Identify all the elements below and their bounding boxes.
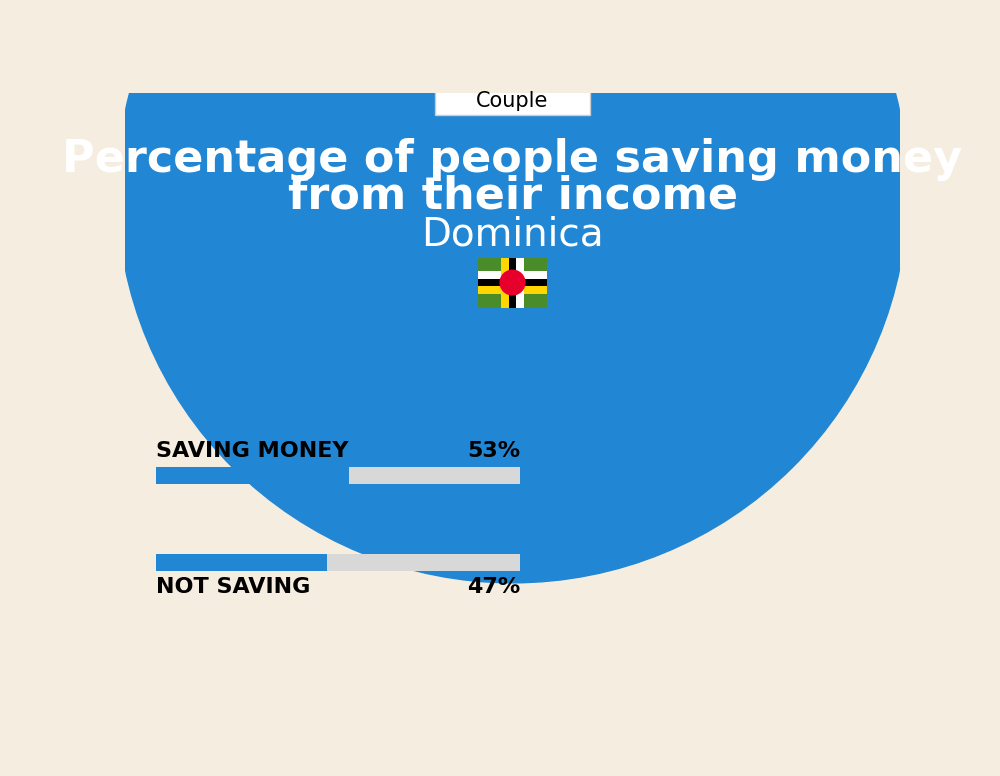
Text: Percentage of people saving money: Percentage of people saving money — [62, 138, 963, 181]
FancyBboxPatch shape — [435, 87, 590, 115]
Circle shape — [500, 270, 525, 295]
Text: Dominica: Dominica — [421, 216, 604, 254]
FancyBboxPatch shape — [478, 258, 547, 307]
FancyBboxPatch shape — [156, 554, 520, 571]
Text: 47%: 47% — [467, 577, 520, 598]
FancyBboxPatch shape — [478, 279, 547, 286]
Text: 53%: 53% — [467, 442, 520, 461]
FancyBboxPatch shape — [478, 286, 547, 294]
FancyBboxPatch shape — [509, 258, 516, 307]
FancyBboxPatch shape — [478, 271, 547, 279]
FancyBboxPatch shape — [516, 258, 524, 307]
FancyBboxPatch shape — [156, 467, 520, 484]
FancyBboxPatch shape — [156, 554, 327, 571]
Text: from their income: from their income — [288, 174, 738, 217]
Circle shape — [117, 0, 908, 583]
FancyBboxPatch shape — [501, 258, 509, 307]
FancyBboxPatch shape — [156, 467, 349, 484]
Text: Couple: Couple — [476, 91, 549, 111]
Text: SAVING MONEY: SAVING MONEY — [156, 442, 349, 461]
Text: NOT SAVING: NOT SAVING — [156, 577, 310, 598]
